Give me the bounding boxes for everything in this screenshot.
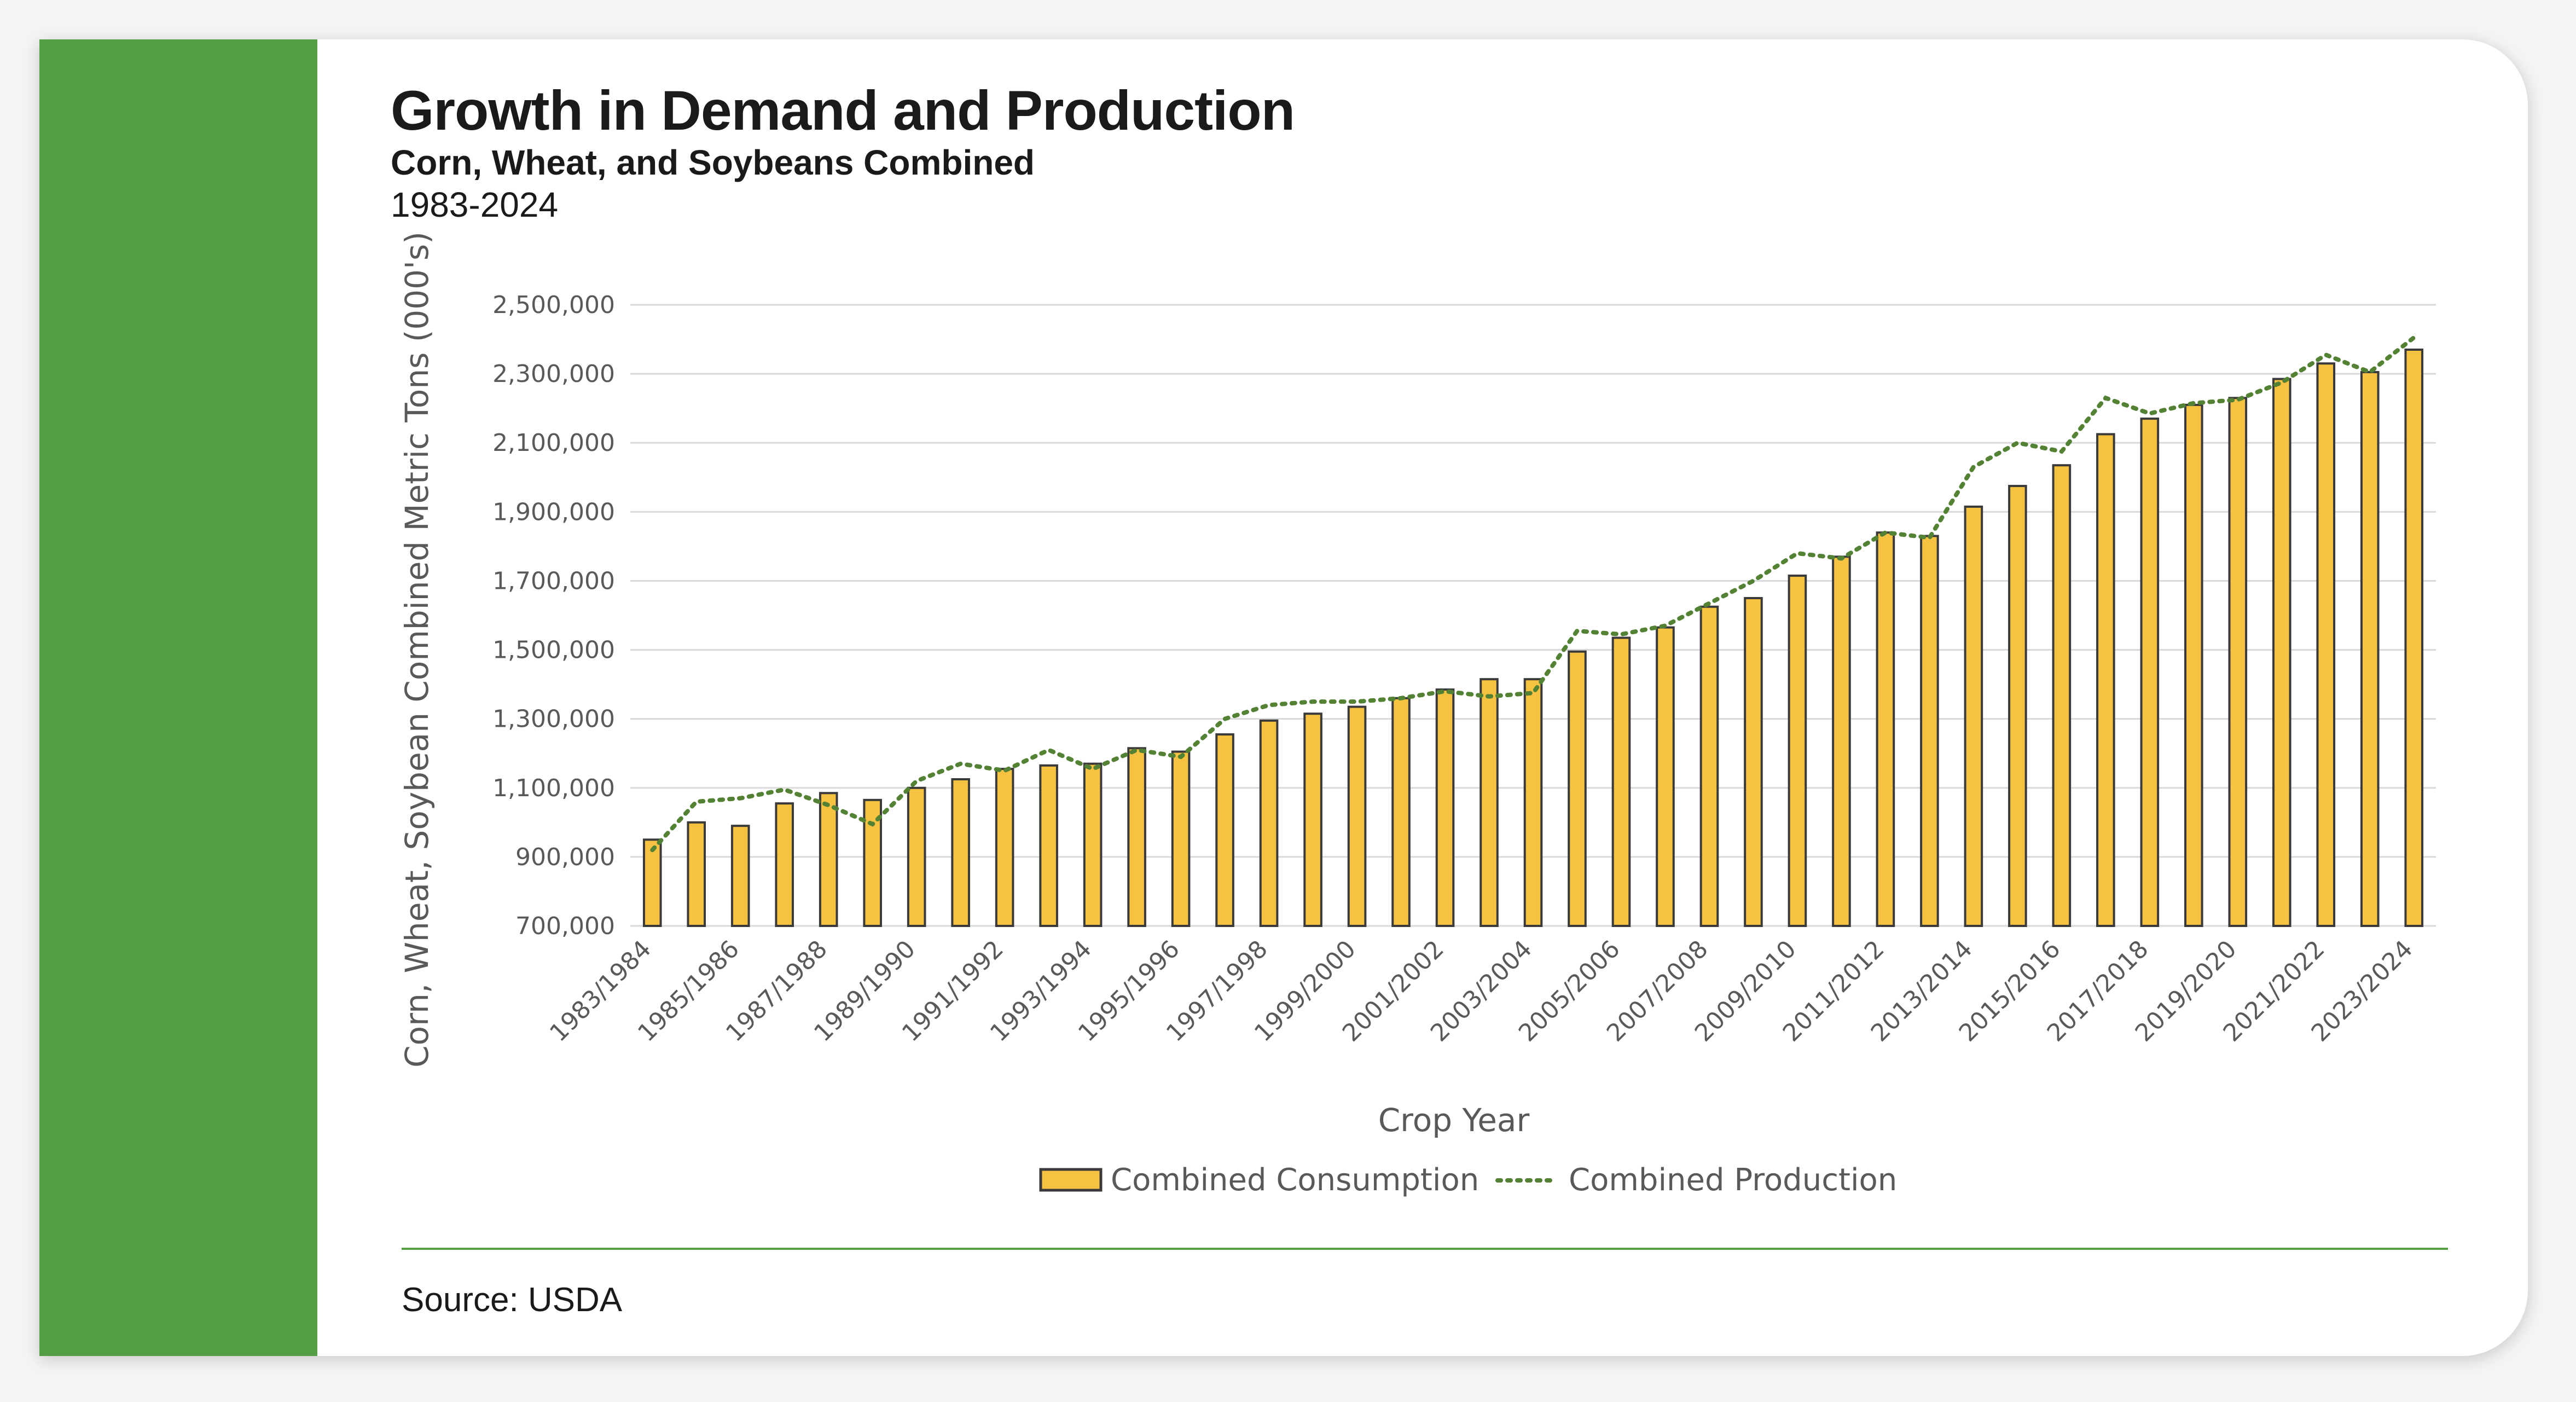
bar-consumption: 1995/1996: 1205000 xyxy=(1171,750,1191,927)
bar-consumption: 1996/1997: 1255000 xyxy=(1215,733,1234,927)
bar-consumption: 2016/2017: 2125000 xyxy=(2096,433,2115,927)
y-axis-ticks: 700,000 900,000 1,100,000 1,300,000 1,500,00… xyxy=(492,291,615,940)
page-title: Growth in Demand and Production xyxy=(391,79,1295,142)
bar-consumption: 2010/2011: 1770000 xyxy=(1832,555,1851,927)
y-axis-title: Corn, Wheat, Soybean Combined Metric Ton… xyxy=(398,231,436,1068)
x-axis-title: Crop Year xyxy=(1378,1102,1530,1139)
date-range: 1983-2024 xyxy=(391,185,559,224)
bar-consumption: 2004/2005: 1495000 xyxy=(1568,650,1587,928)
bar-consumption: 2001/2002: 1385000 xyxy=(1435,688,1455,927)
chart-card: Growth in Demand and Production Corn, Wh… xyxy=(39,39,2528,1356)
bar-consumption: 1993/1994: 1170000 xyxy=(1083,762,1103,928)
bar-consumption: 2015/2016: 2035000 xyxy=(2052,464,2072,927)
bar-consumption: 1983/1984: 950000 xyxy=(642,838,662,927)
y-tick-label: 2,500,000 xyxy=(492,291,615,319)
bar-consumption: 1990/1991: 1125000 xyxy=(951,778,970,928)
bar-consumption: 2014/2015: 1975000 xyxy=(2008,485,2027,927)
y-tick-label: 2,300,000 xyxy=(492,360,615,388)
y-tick-label: 2,100,000 xyxy=(492,429,615,457)
y-tick-label: 700,000 xyxy=(515,912,615,940)
bar-consumption: 1994/1995: 1215000 xyxy=(1127,747,1146,928)
bar-consumption: 2011/2012: 1840000 xyxy=(1876,531,1895,927)
bar-consumption: 1998/1999: 1315000 xyxy=(1303,712,1322,928)
bar-consumption: 1984/1985: 1000000 xyxy=(687,821,706,928)
bar-consumption: 2022/2023: 2305000 xyxy=(2360,370,2380,927)
bar-consumption: 1989/1990: 1100000 xyxy=(907,786,926,928)
bar-consumption: 2002/2003: 1415000 xyxy=(1480,678,1499,928)
bar-consumption: 2006/2007: 1565000 xyxy=(1656,626,1675,927)
bar-consumption: 2023/2024: 2370000 xyxy=(2404,348,2424,928)
bar-consumption: 1991/1992: 1155000 xyxy=(995,768,1014,927)
source-note: Source: USDA xyxy=(402,1281,623,1319)
chart: 700,000 900,000 1,100,000 1,300,000 1,500,00… xyxy=(398,231,2436,1198)
y-tick-label: 1,500,000 xyxy=(492,636,615,664)
bar-consumption: 2003/2004: 1415000 xyxy=(1523,678,1543,928)
bar-consumption: 2008/2009: 1650000 xyxy=(1744,596,1763,927)
page-subtitle: Corn, Wheat, and Soybeans Combined xyxy=(391,143,1035,182)
legend-label-production: Combined Production xyxy=(1569,1162,1897,1198)
legend: Combined Consumption Combined Production xyxy=(1039,1162,1897,1198)
bar-consumption: 1997/1998: 1295000 xyxy=(1259,719,1279,927)
bar-consumption: 1992/1993: 1165000 xyxy=(1039,764,1058,927)
legend-swatch-consumption xyxy=(1039,1168,1103,1192)
y-tick-label: 1,700,000 xyxy=(492,567,615,595)
bar-consumption: 1985/1986: 990000 xyxy=(730,825,750,928)
consumption-bars: 1983/1984: 950000 1984/1985: 1000000 1985/… xyxy=(642,348,2424,928)
bar-consumption: 1999/2000: 1335000 xyxy=(1347,705,1367,927)
legend-label-consumption: Combined Consumption xyxy=(1111,1162,1479,1198)
bar-consumption: 2021/2022: 2330000 xyxy=(2316,362,2336,927)
bar-consumption: 1987/1988: 1085000 xyxy=(819,792,838,927)
bar-consumption: 1986/1987: 1055000 xyxy=(775,802,794,928)
bar-consumption: 2018/2019: 2210000 xyxy=(2184,403,2203,927)
sidebar-accent xyxy=(39,39,317,1356)
y-tick-label: 1,900,000 xyxy=(492,498,615,526)
bar-consumption: 2012/2013: 1830000 xyxy=(1920,535,1939,927)
bar-consumption: 2000/2001: 1360000 xyxy=(1391,697,1411,928)
bar-consumption: 2013/2014: 1915000 xyxy=(1964,505,1983,927)
bar-consumption: 2009/2010: 1715000 xyxy=(1788,574,1807,927)
y-tick-label: 1,300,000 xyxy=(492,705,615,733)
y-tick-label: 900,000 xyxy=(515,843,615,871)
bar-consumption: 2007/2008: 1625000 xyxy=(1699,605,1719,927)
bar-consumption: 2005/2006: 1535000 xyxy=(1611,636,1631,927)
divider xyxy=(402,1248,2448,1250)
bar-consumption: 2019/2020: 2230000 xyxy=(2228,397,2248,927)
x-axis-ticks: 1983/19841985/19861987/19881989/19901991… xyxy=(544,935,2418,1047)
bar-consumption: 2017/2018: 2170000 xyxy=(2140,418,2160,927)
bar-consumption: 2020/2021: 2285000 xyxy=(2272,378,2291,927)
y-tick-label: 1,100,000 xyxy=(492,774,615,802)
